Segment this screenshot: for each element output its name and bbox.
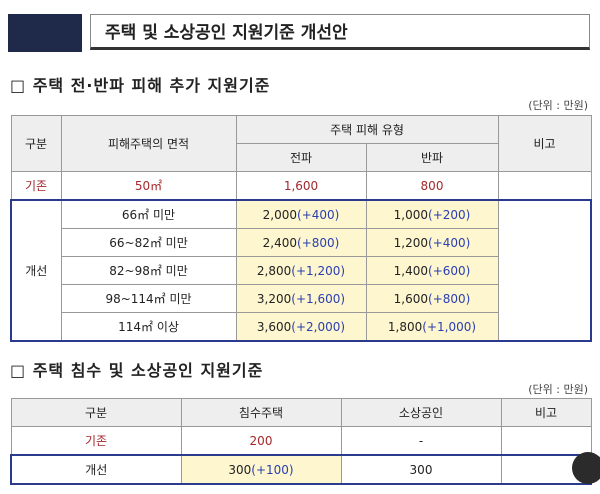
cell: 2,400(+800) bbox=[235, 228, 367, 257]
increase: (+400) bbox=[428, 235, 471, 250]
cell: 82~98㎡ 미만 bbox=[60, 256, 237, 285]
header-cell: 비고 bbox=[497, 115, 592, 172]
header-cell: 침수주택 bbox=[180, 398, 342, 427]
cell: 2,000(+400) bbox=[235, 199, 367, 229]
cell: 개선 bbox=[10, 199, 62, 342]
zoom-icon[interactable] bbox=[572, 452, 600, 484]
increase: (+800) bbox=[428, 291, 471, 306]
header-cell: 소상공인 bbox=[340, 398, 502, 427]
cell: 1,800(+1,000) bbox=[365, 312, 499, 342]
cell: - bbox=[340, 426, 502, 456]
table: 구분 침수주택 소상공인 비고 기존 200- 개선 300(+100) 300 bbox=[10, 398, 592, 485]
cell: 1,400(+600) bbox=[365, 256, 499, 285]
value: 1,200 bbox=[393, 235, 429, 250]
value: 1,000 bbox=[393, 207, 429, 222]
header-block bbox=[8, 14, 82, 52]
cell: 3,600(+2,000) bbox=[235, 312, 367, 342]
header-cell: 구분 bbox=[10, 398, 182, 427]
increase: (+600) bbox=[428, 263, 471, 278]
unit-label: (단위 : 만원) bbox=[528, 383, 588, 396]
table: 구분 피해주택의 면적 주택 피해 유형 비고 전파 반파 기존 50㎡ 1,600 800 … bbox=[10, 115, 592, 342]
cell: 개선 bbox=[10, 454, 182, 485]
header-cell: 전파 bbox=[235, 143, 367, 172]
increase: (+1,000) bbox=[422, 319, 477, 334]
value: 1,400 bbox=[393, 263, 429, 278]
cell: 66㎡ 미만 bbox=[60, 199, 237, 229]
header-cell: 구분 bbox=[10, 115, 62, 172]
header-cell: 반파 bbox=[365, 143, 499, 172]
cell: 300(+100) bbox=[180, 454, 342, 485]
cell: 기존 bbox=[10, 426, 182, 456]
cell: 1,200(+400) bbox=[365, 228, 499, 257]
value: 300 bbox=[228, 462, 252, 477]
cell: 기존 bbox=[10, 171, 62, 201]
increase: (+1,600) bbox=[291, 291, 346, 306]
increase: (+2,000) bbox=[291, 319, 346, 334]
increase: (+200) bbox=[428, 207, 471, 222]
cell: 98~114㎡ 미만 bbox=[60, 284, 237, 313]
cell: 66~82㎡ 미만 bbox=[60, 228, 237, 257]
increase: (+400) bbox=[297, 207, 340, 222]
increase: (+800) bbox=[297, 235, 340, 250]
header-title: 주택 및 소상공인 지원기준 개선안 bbox=[90, 14, 590, 50]
unit-label: (단위 : 만원) bbox=[528, 99, 588, 112]
increase: (+1,200) bbox=[291, 263, 346, 278]
cell: 200 bbox=[180, 426, 342, 456]
value: 1,800 bbox=[387, 319, 423, 334]
cell: 50㎡ bbox=[60, 171, 237, 201]
cell: 1,600(+800) bbox=[365, 284, 499, 313]
cell: 300 bbox=[340, 454, 502, 485]
value: 2,000 bbox=[262, 207, 298, 222]
value: 1,600 bbox=[393, 291, 429, 306]
cell: 3,200(+1,600) bbox=[235, 284, 367, 313]
section-heading: □ 주택 침수 및 소상공인 지원기준 bbox=[10, 361, 264, 380]
header-cell: 주택 피해 유형 bbox=[235, 115, 499, 144]
cell: 1,000(+200) bbox=[365, 199, 499, 229]
cell bbox=[497, 171, 592, 201]
value: 2,800 bbox=[256, 263, 292, 278]
value: 2,400 bbox=[262, 235, 298, 250]
section-heading: □ 주택 전·반파 피해 추가 지원기준 bbox=[10, 76, 271, 95]
cell: 1,600 bbox=[235, 171, 367, 201]
header-cell: 비고 bbox=[500, 398, 592, 427]
value: 3,200 bbox=[256, 291, 292, 306]
cell: 2,800(+1,200) bbox=[235, 256, 367, 285]
cell bbox=[500, 426, 592, 456]
header-cell: 피해주택의 면적 bbox=[60, 115, 237, 172]
increase: (+100) bbox=[251, 462, 294, 477]
cell: 800 bbox=[365, 171, 499, 201]
cell bbox=[497, 199, 592, 342]
value: 3,600 bbox=[256, 319, 292, 334]
cell: 114㎡ 이상 bbox=[60, 312, 237, 342]
